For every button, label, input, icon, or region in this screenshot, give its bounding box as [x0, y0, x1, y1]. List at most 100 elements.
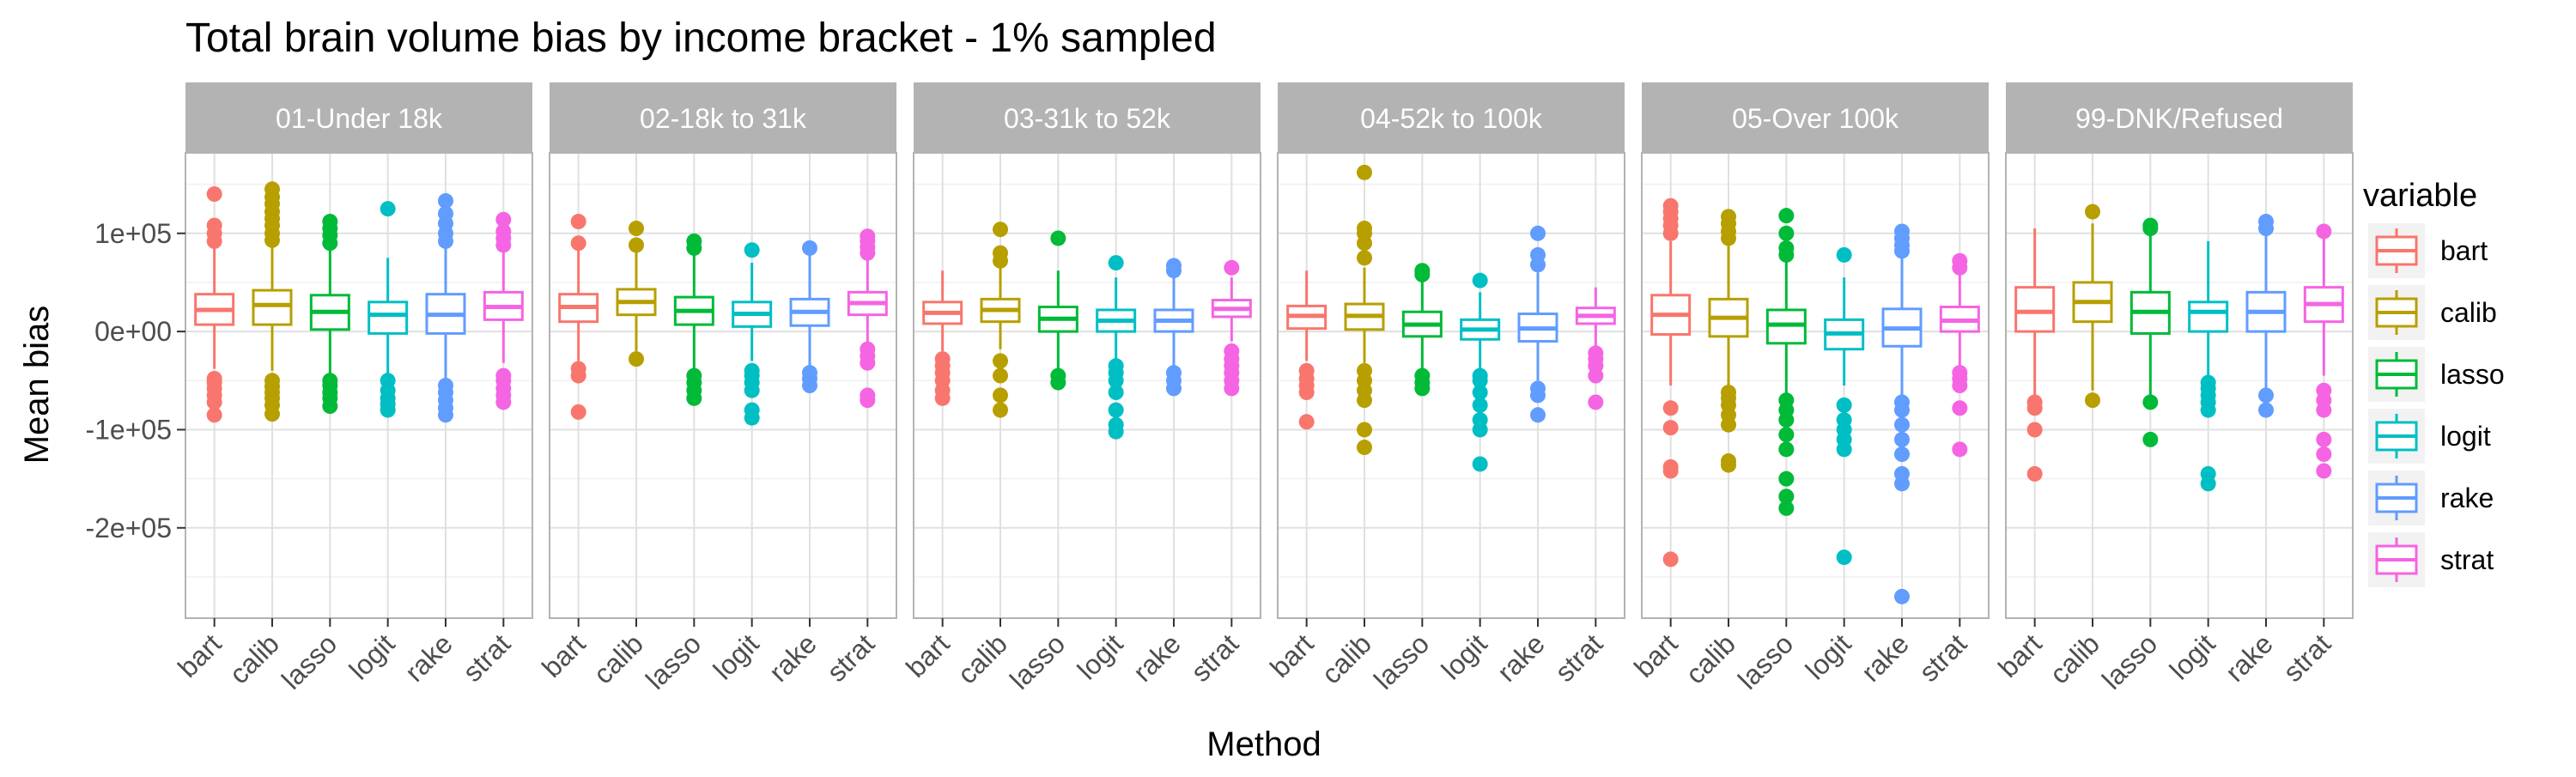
box-strat	[847, 228, 888, 409]
outlier-point	[860, 228, 876, 245]
y-tick-label: -1e+05	[85, 414, 172, 445]
box-calib	[252, 181, 293, 422]
outlier-point	[2085, 203, 2100, 220]
x-tick-label: lasso	[276, 628, 343, 695]
outlier-point	[495, 211, 512, 228]
outlier-point	[1894, 446, 1910, 463]
outlier-point	[1108, 358, 1124, 374]
x-tick-label: lasso	[1004, 628, 1071, 695]
outlier-point	[1778, 489, 1795, 505]
outlier-point	[206, 407, 222, 423]
box-calib	[2072, 203, 2113, 409]
x-tick-label: bart	[1628, 628, 1684, 683]
outlier-point	[1472, 397, 1488, 413]
outlier-point	[570, 361, 586, 377]
outlier-point	[206, 217, 222, 234]
legend-label: strat	[2440, 544, 2494, 575]
facet-panel-border	[549, 152, 897, 619]
outlier-point	[993, 353, 1008, 369]
facet-strip	[185, 82, 532, 153]
outlier-point	[860, 341, 876, 357]
outlier-point	[993, 402, 1008, 418]
box-bart	[922, 270, 963, 406]
outlier-point	[2316, 431, 2332, 447]
x-tick-label: logit	[1800, 628, 1857, 685]
outlier-point	[1224, 259, 1240, 276]
box-logit	[732, 242, 773, 426]
outlier-point	[2258, 402, 2274, 418]
box-bart	[2014, 228, 2056, 482]
legend-item-bart: bart	[2368, 223, 2488, 278]
x-tick-label: calib	[2044, 628, 2105, 689]
outlier-point	[1588, 394, 1604, 410]
outlier-point	[1530, 407, 1546, 423]
box-logit	[1096, 255, 1137, 440]
outlier-point	[1357, 362, 1372, 379]
legend-item-logit: logit	[2368, 409, 2491, 464]
y-axis-label: Mean bias	[18, 306, 56, 464]
outlier-point	[629, 221, 644, 237]
box-rake	[2245, 214, 2287, 418]
outlier-point	[1952, 400, 1968, 416]
outlier-point	[1166, 258, 1182, 274]
legend: bart calib lasso logit rake strat	[2368, 223, 2505, 587]
facet-panel-border	[185, 152, 533, 619]
box-calib	[616, 221, 657, 367]
outlier-point	[1894, 465, 1910, 482]
x-tick-label: strat	[1913, 628, 1973, 688]
x-tick-label: calib	[223, 628, 285, 689]
outlier-point	[380, 373, 396, 389]
y-tick-label: 1e+05	[94, 218, 172, 249]
outlier-point	[2026, 422, 2043, 438]
outlier-point	[744, 362, 760, 379]
facet-strip	[550, 82, 896, 153]
box-strat	[2303, 223, 2344, 479]
outlier-point	[1472, 385, 1488, 401]
outlier-point	[1952, 441, 1968, 458]
x-tick-label: bart	[900, 628, 956, 683]
outlier-point	[1778, 500, 1795, 516]
facet-strip-label: 05-Over 100k	[1732, 103, 1899, 134]
facet-strip-label: 04-52k to 100k	[1360, 103, 1543, 134]
outlier-point	[380, 201, 396, 217]
outlier-point	[2316, 446, 2332, 463]
facet-panel-border	[1277, 152, 1625, 619]
outlier-point	[1298, 362, 1315, 379]
box-bart	[1650, 197, 1692, 568]
outlier-point	[686, 367, 702, 384]
outlier-point	[264, 181, 280, 197]
outlier-point	[1414, 367, 1431, 384]
outlier-point	[1224, 343, 1240, 359]
x-tick-label: rake	[1491, 628, 1550, 687]
facet-panel-background	[185, 153, 532, 618]
box-bart	[558, 214, 599, 420]
outlier-point	[1836, 397, 1852, 413]
outlier-point	[1894, 416, 1910, 433]
outlier-point	[2142, 394, 2159, 410]
box-rake	[1517, 225, 1558, 423]
outlier-point	[1166, 365, 1182, 381]
outlier-point	[1357, 221, 1372, 237]
x-tick-label: calib	[1680, 628, 1741, 689]
outlier-point	[1778, 470, 1795, 487]
x-tick-label: calib	[1315, 628, 1377, 689]
outlier-point	[1778, 392, 1795, 409]
outlier-point	[1952, 252, 1968, 269]
facet-strip-label: 01-Under 18k	[276, 103, 443, 134]
outlier-point	[1357, 440, 1372, 456]
outlier-point	[744, 242, 760, 258]
outlier-point	[1778, 208, 1795, 224]
outlier-point	[1894, 223, 1910, 240]
x-tick-label: rake	[1127, 628, 1186, 687]
box-strat	[483, 211, 524, 410]
x-tick-label: rake	[398, 628, 458, 687]
box-iqr	[368, 300, 409, 335]
x-tick-label: logit	[343, 628, 401, 685]
box-strat	[1939, 252, 1980, 458]
outlier-point	[1894, 394, 1910, 410]
box-iqr	[252, 288, 293, 326]
outlier-point	[1530, 380, 1546, 397]
outlier-point	[1778, 441, 1795, 458]
